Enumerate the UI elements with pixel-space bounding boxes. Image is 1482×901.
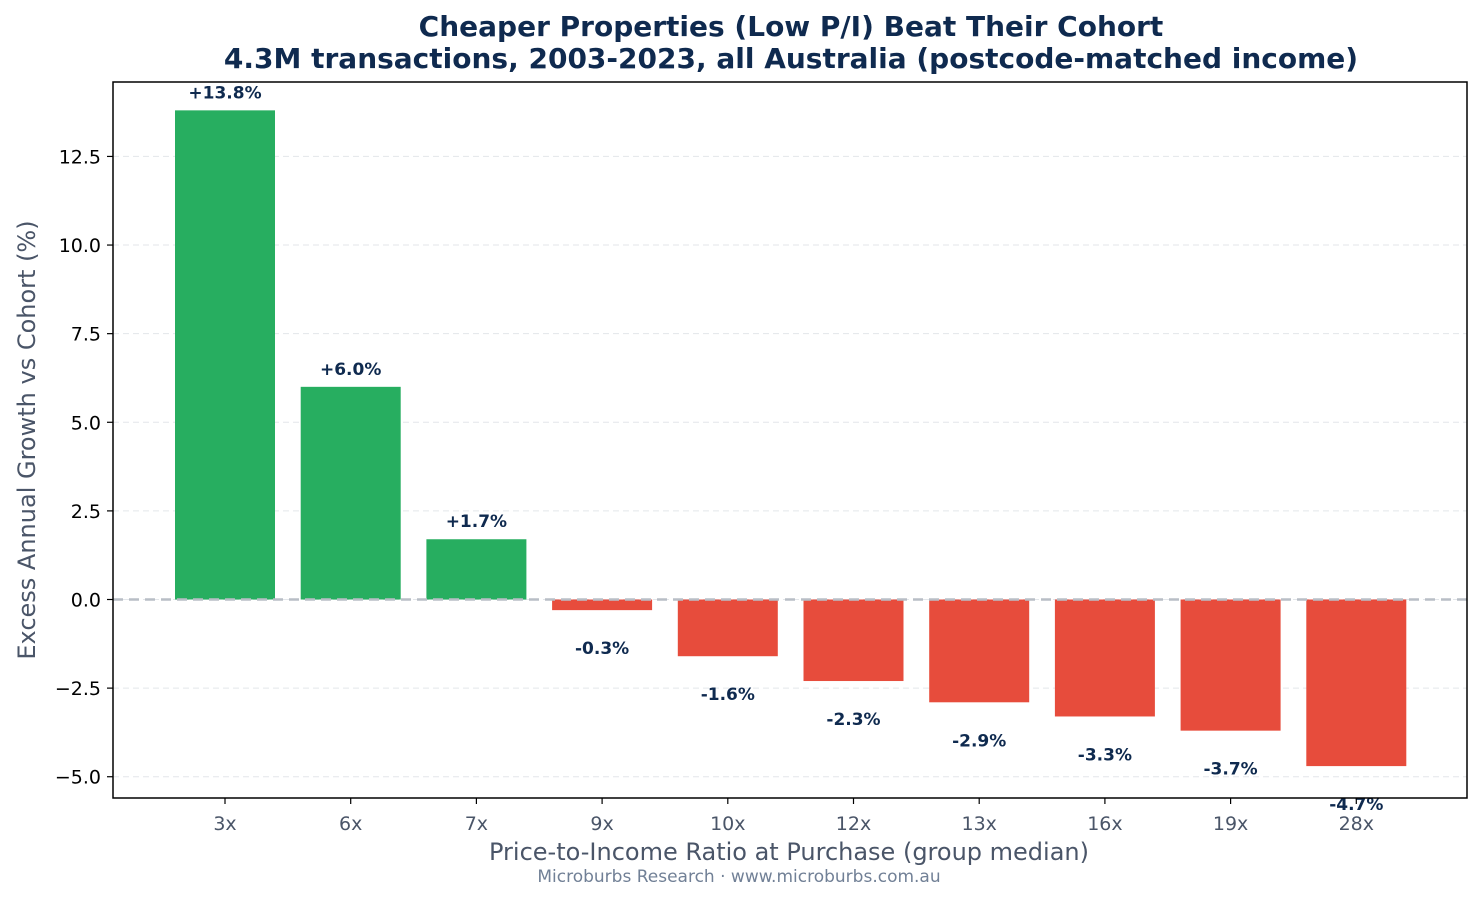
bar-data-label: -3.7% <box>1203 760 1257 780</box>
bar-19x <box>1180 599 1281 731</box>
y-axis-label: Excess Annual Growth vs Cohort (%) <box>13 220 41 659</box>
bar-10x <box>677 599 778 657</box>
bar-data-label: -2.3% <box>826 710 880 730</box>
bar-28x <box>1306 599 1407 767</box>
x-tick-label: 7x <box>465 813 488 835</box>
bar-13x <box>929 599 1030 703</box>
bar-data-label: +6.0% <box>320 360 381 380</box>
bar-data-label: -0.3% <box>575 639 629 659</box>
bar-16x <box>1054 599 1155 717</box>
bars <box>175 110 1407 767</box>
x-axis-label: Price-to-Income Ratio at Purchase (group… <box>489 838 1089 866</box>
y-tick-label: 2.5 <box>71 501 101 523</box>
y-tick-label: −5.0 <box>55 767 101 789</box>
x-tick-label: 19x <box>1213 813 1248 835</box>
bar-labels: +13.8% +6.0% +1.7% -0.3% -1.6% -2.3% -2.9% -3.3… <box>188 83 1383 815</box>
bar-data-label: -1.6% <box>701 685 755 705</box>
bar-7x <box>426 539 527 600</box>
chart-subtitle: 4.3M transactions, 2003-2023, all Austra… <box>224 42 1358 75</box>
y-tick-label: 0.0 <box>71 590 101 612</box>
x-tick-label: 28x <box>1339 813 1374 835</box>
y-tick-label: −2.5 <box>55 678 101 700</box>
x-tick-label: 10x <box>710 813 745 835</box>
bar-data-label: +13.8% <box>188 83 261 103</box>
x-tick-label: 6x <box>339 813 362 835</box>
y-tick-label: 12.5 <box>59 146 101 168</box>
x-tick-label: 12x <box>836 813 871 835</box>
bar-3x <box>175 110 275 600</box>
x-tick-label: 16x <box>1087 813 1122 835</box>
bar-6x <box>300 386 401 600</box>
x-axis-ticks: 3x 6x 7x 9x 10x 12x 13x 16x 19x 28x <box>213 798 1374 835</box>
y-axis-ticks: −5.0 −2.5 0.0 2.5 5.0 7.5 10.0 12.5 <box>55 146 113 789</box>
footer-credit: Microburbs Research · www.microburbs.com… <box>537 867 940 887</box>
plot-frame <box>112 81 1468 799</box>
chart-title: Cheaper Properties (Low P/I) Beat Their … <box>419 10 1164 43</box>
x-tick-label: 13x <box>961 813 996 835</box>
x-tick-label: 3x <box>213 813 236 835</box>
bar-data-label: -3.3% <box>1078 745 1132 765</box>
bar-data-label: -4.7% <box>1329 795 1383 815</box>
bar-9x <box>552 599 653 611</box>
bar-data-label: +1.7% <box>446 512 507 532</box>
y-tick-label: 10.0 <box>59 235 101 257</box>
x-tick-label: 9x <box>590 813 613 835</box>
bar-12x <box>803 599 904 682</box>
y-tick-label: 7.5 <box>71 324 101 346</box>
y-tick-label: 5.0 <box>71 412 101 434</box>
bar-data-label: -2.9% <box>952 731 1006 751</box>
